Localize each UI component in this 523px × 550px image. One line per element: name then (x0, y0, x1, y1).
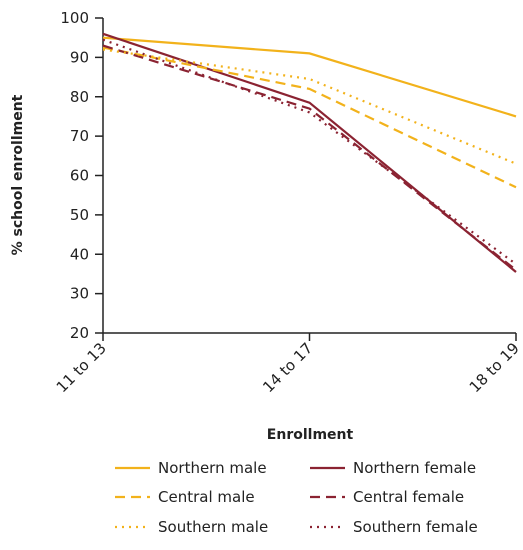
x-tick-label: 18 to 19 (466, 339, 523, 396)
axes: 20 30 40 50 60 70 80 90 100 11 to 13 14 to 17 18 t… (53, 9, 523, 396)
x-ticks: 11 to 13 14 to 17 18 to 19 (53, 333, 523, 396)
legend: Northern male Northern female Central male… (115, 459, 478, 536)
y-tick-label: 30 (70, 285, 89, 303)
series-line-southern-female (103, 40, 516, 264)
x-axis-title: Enrollment (267, 427, 354, 443)
legend-label: Central female (353, 488, 464, 506)
y-tick-label: 20 (70, 324, 89, 342)
y-tick-label: 90 (70, 48, 89, 66)
series-line-northern-female (103, 34, 516, 272)
legend-label: Southern male (158, 518, 268, 536)
series-lines (103, 34, 516, 272)
y-ticks: 20 30 40 50 60 70 80 90 100 (60, 9, 103, 342)
y-tick-label: 50 (70, 206, 89, 224)
x-tick-label: 11 to 13 (53, 339, 110, 396)
y-tick-label: 100 (60, 9, 89, 27)
y-tick-label: 80 (70, 88, 89, 106)
y-axis-title: % school enrollment (10, 94, 26, 255)
series-line-northern-male (103, 38, 516, 117)
series-line-central-male (103, 48, 516, 188)
y-tick-label: 60 (70, 167, 89, 185)
y-tick-label: 40 (70, 245, 89, 263)
legend-label: Central male (158, 488, 255, 506)
series-line-southern-male (103, 50, 516, 164)
legend-label: Southern female (353, 518, 478, 536)
legend-label: Northern male (158, 459, 267, 477)
legend-label: Northern female (353, 459, 476, 477)
y-tick-label: 70 (70, 127, 89, 145)
x-tick-label: 14 to 17 (259, 339, 316, 396)
